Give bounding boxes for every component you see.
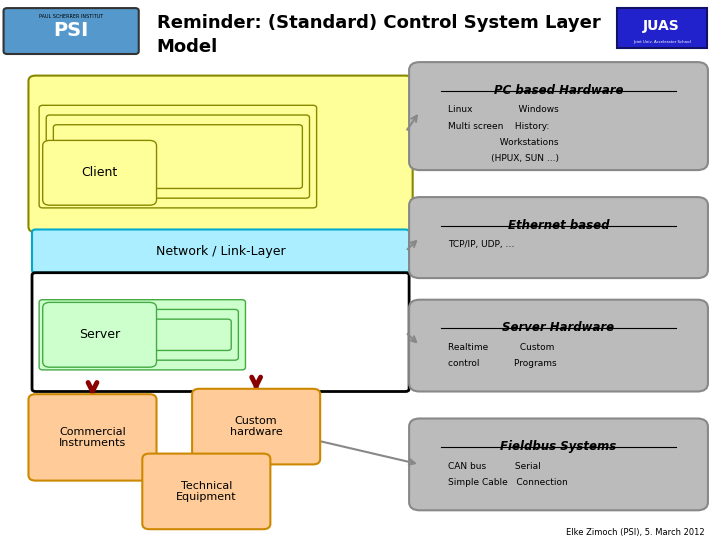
Text: Multi screen    History:: Multi screen History: [449,122,549,131]
Text: Server Hardware: Server Hardware [503,321,615,334]
Text: Custom
hardware: Custom hardware [230,416,282,437]
FancyBboxPatch shape [32,273,409,392]
FancyBboxPatch shape [29,394,156,481]
Text: (HPUX, SUN ...): (HPUX, SUN ...) [449,154,559,163]
FancyBboxPatch shape [46,115,310,198]
FancyBboxPatch shape [39,105,317,208]
Text: Fieldbus Systems: Fieldbus Systems [500,440,616,453]
FancyBboxPatch shape [409,300,708,392]
Text: Simple Cable   Connection: Simple Cable Connection [449,478,568,487]
Text: Joint Univ. Accelerator School: Joint Univ. Accelerator School [633,40,690,44]
Text: Linux                Windows: Linux Windows [449,105,559,114]
FancyBboxPatch shape [409,197,708,278]
FancyBboxPatch shape [192,389,320,464]
FancyBboxPatch shape [143,454,271,529]
FancyBboxPatch shape [32,230,409,273]
Text: Commercial
Instruments: Commercial Instruments [59,427,126,448]
FancyBboxPatch shape [4,8,139,54]
FancyBboxPatch shape [39,300,246,370]
FancyBboxPatch shape [53,125,302,188]
Text: control            Programs: control Programs [449,359,557,368]
Text: Reminder: (Standard) Control System Layer: Reminder: (Standard) Control System Laye… [156,14,600,31]
Text: Workstations: Workstations [449,138,559,147]
Text: Elke Zimoch (PSI), 5. March 2012: Elke Zimoch (PSI), 5. March 2012 [566,528,704,537]
FancyBboxPatch shape [29,76,413,232]
Text: Technical
Equipment: Technical Equipment [176,481,237,502]
Text: PAUL SCHERRER INSTITUT: PAUL SCHERRER INSTITUT [39,14,103,19]
Text: PSI: PSI [53,21,89,40]
FancyBboxPatch shape [409,418,708,510]
Text: JUAS: JUAS [643,19,680,33]
Text: Server: Server [79,328,120,341]
Text: Ethernet based: Ethernet based [508,219,609,232]
Text: Model: Model [156,38,217,56]
Text: Client: Client [81,166,118,179]
Text: Network / Link-Layer: Network / Link-Layer [156,245,285,258]
Text: Realtime           Custom: Realtime Custom [449,343,554,352]
Text: CAN bus          Serial: CAN bus Serial [449,462,541,471]
FancyBboxPatch shape [42,140,156,205]
FancyBboxPatch shape [617,8,706,48]
Text: PC based Hardware: PC based Hardware [494,84,624,97]
Text: TCP/IP, UDP, …: TCP/IP, UDP, … [449,240,515,249]
FancyBboxPatch shape [53,319,231,350]
FancyBboxPatch shape [46,309,238,360]
FancyBboxPatch shape [409,62,708,170]
FancyBboxPatch shape [42,302,156,367]
